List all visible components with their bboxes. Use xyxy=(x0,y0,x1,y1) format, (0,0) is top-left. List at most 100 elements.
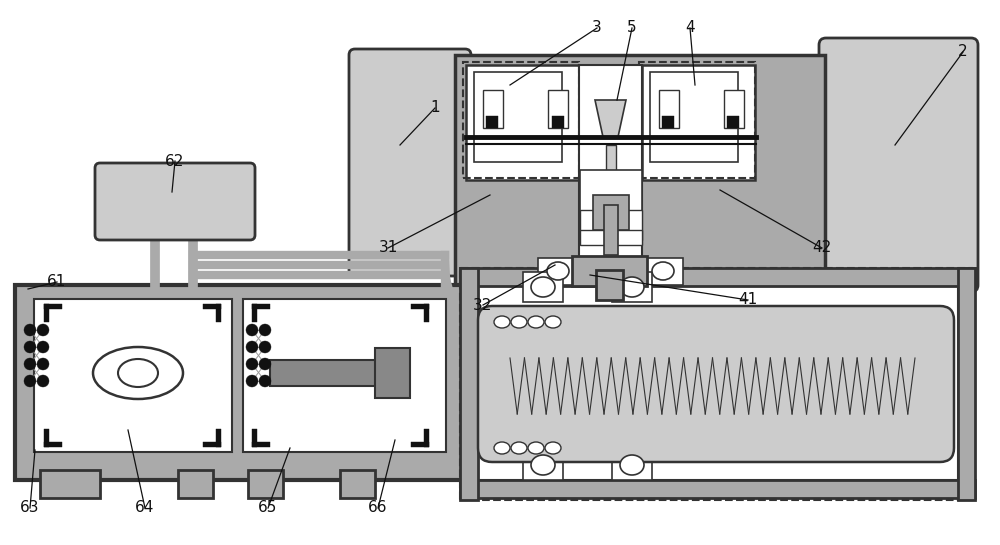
Bar xyxy=(642,65,755,180)
Bar xyxy=(580,210,642,240)
Text: 62: 62 xyxy=(165,154,185,168)
Bar xyxy=(15,285,462,480)
Text: 63: 63 xyxy=(20,500,40,516)
Text: 65: 65 xyxy=(258,500,278,516)
Ellipse shape xyxy=(531,455,555,475)
Circle shape xyxy=(246,324,258,336)
Bar xyxy=(411,442,429,447)
Bar xyxy=(466,65,579,180)
Circle shape xyxy=(259,324,271,336)
Bar xyxy=(203,442,221,447)
FancyBboxPatch shape xyxy=(95,163,255,240)
Bar xyxy=(44,429,49,447)
Bar xyxy=(606,145,616,200)
Bar xyxy=(724,90,744,128)
Circle shape xyxy=(37,358,49,370)
Bar xyxy=(203,304,221,309)
Text: 32: 32 xyxy=(473,298,493,312)
Bar xyxy=(270,360,385,386)
FancyBboxPatch shape xyxy=(349,49,471,276)
FancyBboxPatch shape xyxy=(478,306,954,462)
Text: 64: 64 xyxy=(135,500,155,516)
Bar xyxy=(572,256,647,286)
Bar xyxy=(650,72,738,162)
Text: 61: 61 xyxy=(47,275,67,289)
Bar xyxy=(523,272,563,302)
Bar xyxy=(44,304,49,322)
Bar xyxy=(460,480,975,498)
Bar xyxy=(579,65,642,285)
Text: 5: 5 xyxy=(627,21,637,35)
Bar xyxy=(604,205,618,255)
Ellipse shape xyxy=(652,262,674,280)
Text: 3: 3 xyxy=(592,21,602,35)
Bar xyxy=(252,304,257,322)
Bar xyxy=(523,450,563,480)
FancyBboxPatch shape xyxy=(819,38,978,292)
Bar xyxy=(248,470,283,498)
Bar xyxy=(552,116,564,128)
Text: 41: 41 xyxy=(738,293,758,307)
Bar xyxy=(424,304,429,322)
Bar xyxy=(455,55,825,285)
Ellipse shape xyxy=(494,442,510,454)
Ellipse shape xyxy=(511,442,527,454)
Circle shape xyxy=(246,375,258,387)
Bar xyxy=(40,470,100,498)
Bar xyxy=(643,258,683,285)
Bar xyxy=(216,429,221,447)
Ellipse shape xyxy=(528,442,544,454)
Bar xyxy=(478,286,958,480)
Bar xyxy=(486,116,498,128)
Text: 31: 31 xyxy=(378,240,398,256)
Bar xyxy=(612,450,652,480)
Bar xyxy=(44,304,62,309)
Text: 66: 66 xyxy=(368,500,388,516)
Bar xyxy=(958,268,975,500)
Ellipse shape xyxy=(494,316,510,328)
Bar xyxy=(580,230,642,245)
Text: 42: 42 xyxy=(812,240,832,256)
Bar xyxy=(593,195,629,230)
Ellipse shape xyxy=(547,262,569,280)
Bar xyxy=(474,72,562,162)
Circle shape xyxy=(246,341,258,353)
Bar xyxy=(483,90,503,128)
Bar xyxy=(411,304,429,309)
Circle shape xyxy=(24,358,36,370)
Bar xyxy=(252,442,270,447)
Circle shape xyxy=(24,324,36,336)
Ellipse shape xyxy=(93,347,183,399)
Bar xyxy=(460,268,478,500)
Bar xyxy=(580,170,642,212)
Bar xyxy=(506,322,926,448)
Ellipse shape xyxy=(531,277,555,297)
Bar xyxy=(340,470,375,498)
Bar xyxy=(596,270,623,300)
Bar xyxy=(460,268,975,286)
Bar xyxy=(216,304,221,322)
Text: 1: 1 xyxy=(430,100,440,116)
Bar xyxy=(424,429,429,447)
Bar xyxy=(727,116,739,128)
Text: 4: 4 xyxy=(685,21,695,35)
Ellipse shape xyxy=(511,316,527,328)
Circle shape xyxy=(259,358,271,370)
Bar xyxy=(375,348,410,398)
Bar xyxy=(538,258,578,285)
Ellipse shape xyxy=(620,455,644,475)
Text: 2: 2 xyxy=(958,45,968,59)
Bar xyxy=(252,429,257,447)
Circle shape xyxy=(259,341,271,353)
Ellipse shape xyxy=(545,442,561,454)
Polygon shape xyxy=(595,100,626,137)
Bar xyxy=(178,470,213,498)
Bar xyxy=(44,442,62,447)
Bar xyxy=(243,299,446,452)
Bar xyxy=(659,90,679,128)
Circle shape xyxy=(37,375,49,387)
Bar xyxy=(252,304,270,309)
Bar xyxy=(460,268,972,500)
Bar xyxy=(463,62,579,178)
Ellipse shape xyxy=(545,316,561,328)
